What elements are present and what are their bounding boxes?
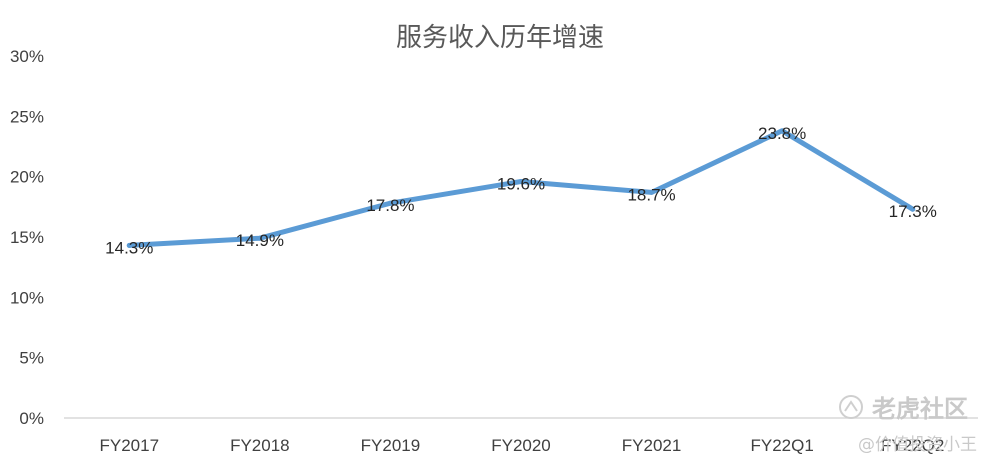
x-tick-label: FY22Q2 [881,436,944,455]
data-point [649,189,655,195]
y-tick-label: 15% [10,228,44,247]
data-point [387,200,393,206]
data-label: 17.8% [366,196,414,215]
y-tick-label: 0% [19,409,44,428]
data-label: 18.7% [627,185,675,204]
y-tick-label: 10% [10,288,44,307]
data-point [126,242,132,248]
data-labels: 14.3% 14.9% 17.8% 19.6% 18.7% 23.8% 17.3% [105,124,937,258]
data-point [779,128,785,134]
data-point [518,178,524,184]
data-point [257,235,263,241]
data-label: 17.3% [889,202,937,221]
y-tick-label: 5% [19,349,44,368]
watermark-brand: 老虎社区 [872,395,968,423]
series-line-group [126,128,916,248]
x-tick-label: FY2021 [622,436,682,455]
data-label: 14.3% [105,238,153,257]
watermark: 老虎社区 @价值投资小王 [839,395,977,455]
y-tick-label: 25% [10,107,44,126]
x-tick-label: FY22Q1 [750,436,813,455]
y-axis: 0% 5% 10% 15% 20% 25% 30% [10,47,44,428]
y-tick-label: 20% [10,168,44,187]
data-label: 14.9% [236,231,284,250]
data-point [910,206,916,212]
chart-title: 服务收入历年增速 [396,23,604,53]
watermark-logo-icon [839,395,863,419]
watermark-handle: @价值投资小王 [858,435,977,455]
x-axis: FY2017 FY2018 FY2019 FY2020 FY2021 FY22Q1 FY22… [100,436,945,455]
data-label: 23.8% [758,124,806,143]
y-tick-label: 30% [10,47,44,66]
x-tick-label: FY2020 [491,436,551,455]
x-tick-label: FY2017 [100,436,160,455]
x-tick-label: FY2019 [361,436,421,455]
x-tick-label: FY2018 [230,436,290,455]
data-label: 19.6% [497,174,545,193]
